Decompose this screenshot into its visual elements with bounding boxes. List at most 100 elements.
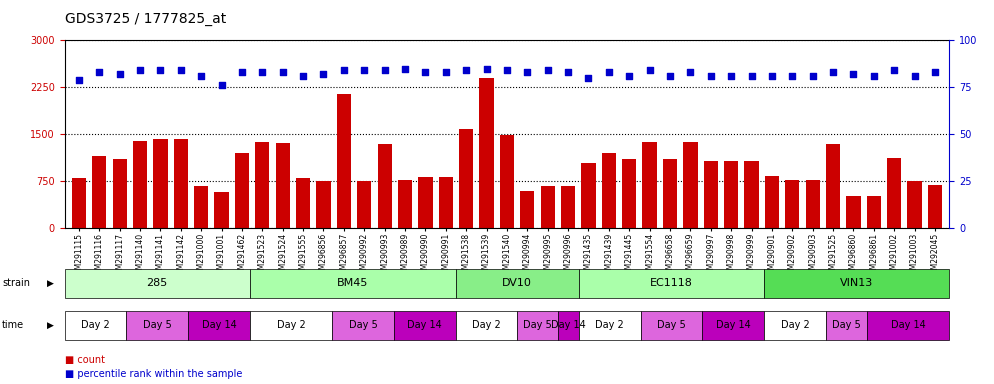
Point: [683, 69, 699, 75]
Point: [417, 69, 433, 75]
Bar: [581, 163, 595, 228]
Bar: [378, 144, 392, 228]
Bar: [927, 185, 942, 228]
Point: [437, 69, 453, 75]
Point: [336, 67, 352, 73]
Point: [846, 71, 862, 77]
Bar: [724, 161, 739, 228]
Point: [601, 69, 617, 75]
Bar: [500, 135, 514, 228]
Bar: [785, 180, 799, 228]
Point: [805, 73, 821, 79]
Point: [132, 67, 148, 73]
Bar: [255, 142, 269, 228]
Text: ■ count: ■ count: [65, 355, 104, 365]
Text: Day 5: Day 5: [143, 320, 172, 331]
Bar: [683, 142, 698, 228]
Point: [234, 69, 249, 75]
Bar: [642, 142, 657, 228]
Text: Day 2: Day 2: [82, 320, 110, 331]
Point: [397, 65, 413, 71]
Text: Day 5: Day 5: [832, 320, 861, 331]
Bar: [459, 129, 473, 228]
Point: [540, 67, 556, 73]
Text: Day 5: Day 5: [524, 320, 553, 331]
Bar: [153, 139, 168, 228]
Bar: [194, 186, 209, 228]
Text: Day 2: Day 2: [472, 320, 501, 331]
Bar: [846, 197, 861, 228]
Bar: [601, 153, 616, 228]
Point: [214, 83, 230, 89]
Point: [499, 67, 515, 73]
Bar: [805, 180, 820, 228]
Text: strain: strain: [2, 278, 30, 288]
Bar: [296, 178, 310, 228]
Bar: [520, 191, 535, 228]
Bar: [72, 178, 86, 228]
Bar: [418, 177, 432, 228]
Point: [111, 71, 127, 77]
Point: [784, 73, 800, 79]
Bar: [764, 176, 779, 228]
Bar: [316, 182, 331, 228]
Bar: [561, 186, 576, 228]
Point: [91, 69, 107, 75]
Point: [887, 67, 903, 73]
Bar: [215, 192, 229, 228]
Text: 285: 285: [146, 278, 168, 288]
Text: ■ percentile rank within the sample: ■ percentile rank within the sample: [65, 369, 242, 379]
Text: Day 2: Day 2: [595, 320, 624, 331]
Text: BM45: BM45: [337, 278, 369, 288]
Text: ▶: ▶: [48, 321, 54, 330]
Point: [193, 73, 209, 79]
Text: Day 5: Day 5: [657, 320, 686, 331]
Bar: [704, 161, 718, 228]
Point: [724, 73, 740, 79]
Point: [866, 73, 882, 79]
Point: [478, 65, 494, 71]
Point: [703, 73, 719, 79]
Point: [377, 67, 393, 73]
Point: [315, 71, 331, 77]
Text: VIN13: VIN13: [840, 278, 874, 288]
Bar: [479, 78, 494, 228]
Point: [254, 69, 270, 75]
Point: [274, 69, 290, 75]
Bar: [337, 94, 351, 228]
Point: [580, 75, 596, 81]
Point: [458, 67, 474, 73]
Bar: [541, 187, 555, 228]
Text: Day 14: Day 14: [552, 320, 586, 331]
Text: time: time: [2, 320, 24, 331]
Bar: [112, 159, 127, 228]
Text: GDS3725 / 1777825_at: GDS3725 / 1777825_at: [65, 12, 226, 25]
Bar: [908, 181, 921, 228]
Text: Day 14: Day 14: [716, 320, 750, 331]
Point: [744, 73, 759, 79]
Text: Day 5: Day 5: [349, 320, 378, 331]
Text: Day 14: Day 14: [408, 320, 442, 331]
Text: Day 2: Day 2: [276, 320, 305, 331]
Text: Day 14: Day 14: [891, 320, 925, 331]
Point: [520, 69, 536, 75]
Text: EC1118: EC1118: [650, 278, 693, 288]
Point: [825, 69, 841, 75]
Bar: [92, 156, 106, 228]
Bar: [887, 157, 902, 228]
Point: [907, 73, 922, 79]
Bar: [438, 177, 453, 228]
Point: [642, 67, 658, 73]
Bar: [745, 161, 758, 228]
Point: [927, 69, 943, 75]
Bar: [663, 159, 677, 228]
Bar: [826, 144, 840, 228]
Point: [71, 77, 86, 83]
Point: [295, 73, 311, 79]
Point: [621, 73, 637, 79]
Bar: [357, 182, 372, 228]
Bar: [622, 159, 636, 228]
Point: [662, 73, 678, 79]
Bar: [398, 180, 413, 228]
Point: [152, 67, 168, 73]
